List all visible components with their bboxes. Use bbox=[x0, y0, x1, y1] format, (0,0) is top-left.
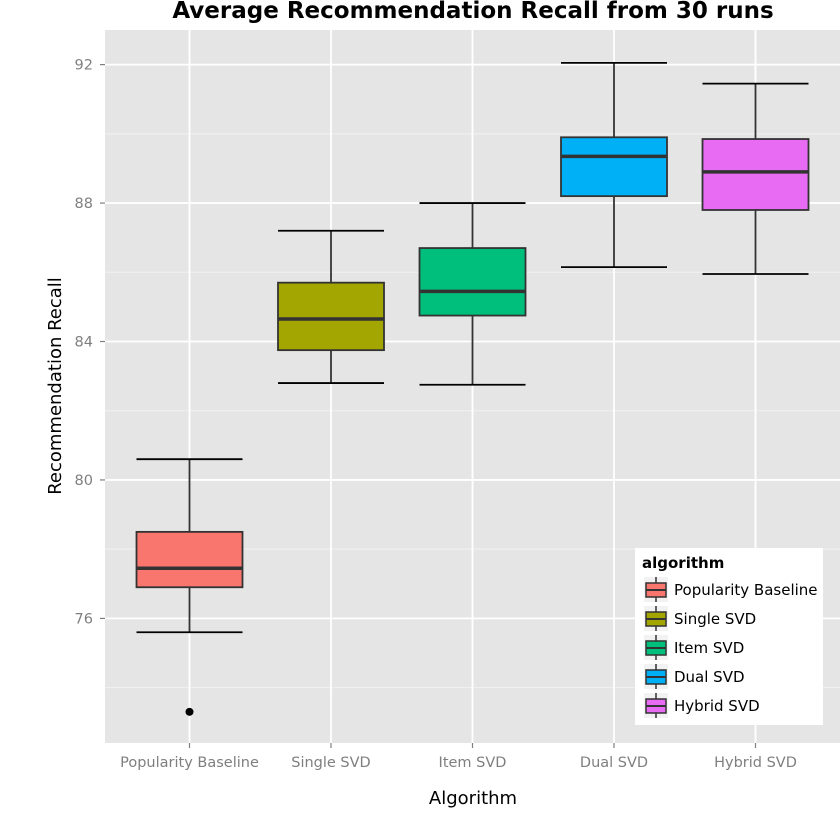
chart-title: Average Recommendation Recall from 30 ru… bbox=[172, 0, 773, 24]
iqr-box bbox=[560, 136, 668, 198]
axis-ticks: 76 80 84 88 92 Popularity Baseline Single SVD I… bbox=[75, 58, 797, 771]
box-single-svd bbox=[277, 229, 385, 384]
box-layer bbox=[135, 61, 810, 716]
legend-items: Popularity Baseline Single SVD Item SVD Dua… bbox=[644, 577, 818, 718]
y-tick-label: 92 bbox=[75, 58, 93, 74]
legend-label: Item SVD bbox=[674, 639, 744, 657]
box-item-svd bbox=[418, 202, 527, 386]
legend-item: Popularity Baseline bbox=[644, 577, 818, 602]
legend-item: Hybrid SVD bbox=[644, 693, 760, 718]
legend-label: Hybrid SVD bbox=[674, 697, 760, 715]
legend-label: Dual SVD bbox=[674, 668, 745, 686]
y-tick-label: 88 bbox=[75, 196, 93, 212]
outlier-point bbox=[185, 707, 194, 716]
legend: algorithm Popularity Baseline Single SVD I… bbox=[635, 548, 823, 725]
box-hybrid-svd bbox=[701, 82, 810, 275]
y-axis-title: Recommendation Recall bbox=[45, 277, 66, 495]
iqr-box bbox=[135, 530, 244, 589]
legend-label: Single SVD bbox=[674, 610, 756, 628]
legend-item: Dual SVD bbox=[644, 664, 745, 689]
legend-item: Single SVD bbox=[644, 606, 756, 631]
iqr-box bbox=[701, 138, 810, 211]
x-tick-label: Single SVD bbox=[291, 755, 370, 771]
y-tick-label: 76 bbox=[75, 611, 93, 627]
iqr-box bbox=[418, 247, 527, 317]
x-tick-label: Hybrid SVD bbox=[714, 755, 797, 771]
x-axis-title: Algorithm bbox=[429, 788, 517, 809]
legend-title: algorithm bbox=[642, 554, 724, 572]
legend-item: Item SVD bbox=[644, 635, 744, 660]
x-tick-label: Popularity Baseline bbox=[120, 755, 259, 771]
y-tick-label: 84 bbox=[75, 335, 93, 351]
box-dual-svd bbox=[560, 61, 668, 268]
y-tick-label: 80 bbox=[75, 473, 93, 489]
x-tick-label: Item SVD bbox=[439, 755, 507, 771]
iqr-box bbox=[277, 281, 385, 352]
legend-label: Popularity Baseline bbox=[674, 581, 818, 599]
x-tick-label: Dual SVD bbox=[580, 755, 648, 771]
box-popularity-baseline bbox=[135, 458, 244, 716]
